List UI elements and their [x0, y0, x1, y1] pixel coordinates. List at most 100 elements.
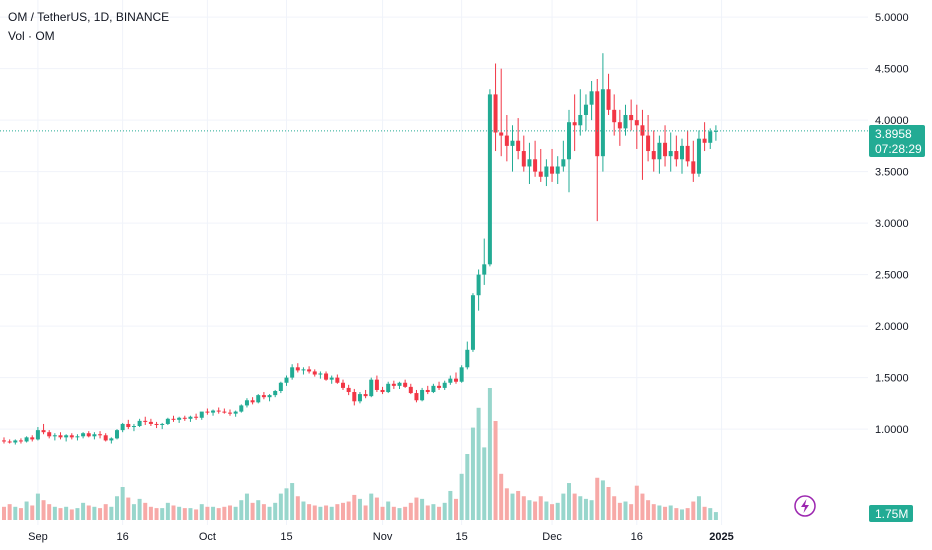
candle-body	[431, 385, 436, 393]
y-tick-label: 1.0000	[875, 424, 909, 436]
volume-bar	[307, 504, 312, 520]
volume-bar	[205, 506, 210, 520]
volume-bar	[425, 505, 430, 520]
volume-label[interactable]: Vol · OM	[8, 29, 55, 43]
candle-body	[510, 140, 515, 146]
volume-bar	[459, 473, 464, 520]
candle-body	[538, 171, 543, 177]
time-axis[interactable]: Sep 16 Oct 15 Nov 15 Dec 16 2025	[28, 531, 734, 543]
volume-bar	[312, 505, 317, 520]
volume-bar	[702, 506, 707, 520]
candle-body	[154, 423, 159, 425]
candle-body	[131, 426, 136, 428]
candle-body	[504, 135, 509, 146]
candle-body	[668, 151, 673, 157]
last-price-badge: 3.8958 07:28:29	[869, 125, 925, 157]
candle-body	[425, 389, 430, 393]
volume-bar	[18, 508, 23, 520]
candle-body	[216, 410, 221, 412]
volume-bar	[98, 508, 103, 520]
candle-body	[98, 434, 103, 436]
candle-body	[578, 114, 583, 126]
candle-body	[357, 394, 362, 402]
volume-bar	[414, 497, 419, 520]
volume-bar	[572, 493, 577, 520]
x-tick-label: Nov	[373, 531, 393, 543]
volume-bar	[250, 502, 255, 520]
candle-body	[329, 377, 334, 380]
candle-body	[702, 138, 707, 143]
volume-bar	[126, 497, 131, 520]
candle-body	[244, 400, 249, 406]
volume-bar	[233, 506, 238, 520]
volume-bar	[24, 501, 29, 520]
candle-body	[182, 417, 187, 419]
price-axis[interactable]: 1.0000 1.5000 2.0000 2.5000 3.0000 3.5000 4.00…	[875, 12, 909, 436]
volume-bar	[160, 508, 165, 520]
x-tick-label: 15	[456, 531, 468, 543]
candle-body	[115, 430, 119, 439]
volume-bar	[708, 508, 713, 520]
candle-body	[295, 367, 300, 371]
candle-body	[465, 349, 470, 368]
volume-bar	[448, 490, 453, 520]
grid	[0, 0, 868, 525]
x-tick-label: 15	[280, 531, 292, 543]
candle-body	[92, 434, 97, 437]
volume-bar	[403, 506, 408, 520]
candle-body	[691, 161, 696, 174]
volume-bar	[120, 487, 125, 520]
volume-bar	[35, 493, 40, 520]
volume-bar	[290, 483, 295, 520]
volume-bar	[374, 497, 379, 520]
candle-body	[606, 89, 611, 110]
candle-body	[550, 166, 555, 174]
candle-body	[18, 440, 23, 442]
volume-bar	[109, 506, 114, 520]
volume-bar	[420, 498, 425, 520]
volume-bar	[606, 487, 611, 520]
lightning-icon[interactable]	[794, 495, 816, 517]
candle-body	[52, 435, 57, 437]
candle-body	[278, 382, 283, 391]
volume-bar	[30, 505, 35, 520]
candle-body	[544, 166, 549, 177]
volume-bar	[295, 496, 300, 520]
candle-body	[589, 91, 594, 105]
volume-bar	[41, 500, 46, 520]
candle-body	[646, 135, 651, 152]
volume-bar	[363, 505, 368, 520]
candle-body	[708, 131, 713, 143]
candle-body	[171, 418, 176, 420]
volume-bar	[261, 504, 266, 520]
y-tick-label: 2.5000	[875, 270, 909, 282]
candle-body	[346, 387, 351, 393]
volume-bar	[646, 500, 651, 520]
candle-body	[442, 382, 447, 388]
volume-value: 1.75M	[875, 507, 908, 521]
volume-bar	[386, 501, 391, 520]
candle-body	[685, 145, 690, 162]
volume-bar	[177, 506, 182, 520]
candle-body	[137, 420, 142, 427]
symbol-title[interactable]: OM / TetherUS, 1D, BINANCE	[8, 10, 170, 24]
volume-bar	[617, 502, 622, 520]
volume-bar	[165, 502, 170, 520]
candle-body	[527, 159, 532, 167]
candle-body	[363, 394, 368, 397]
volume-bar	[567, 483, 571, 520]
volume-bar	[612, 496, 617, 520]
candle-body	[126, 423, 131, 428]
candle-body	[470, 295, 475, 350]
candle-body	[160, 423, 165, 425]
volume-bar	[493, 421, 498, 520]
volume-bar	[391, 506, 396, 520]
candle-body	[482, 264, 487, 275]
volume-bar	[533, 501, 538, 520]
volume-bar	[482, 447, 487, 520]
chart-legend: OM / TetherUS, 1D, BINANCE Vol · OM	[8, 8, 169, 46]
candle-body	[341, 382, 345, 388]
volume-bar	[595, 477, 600, 520]
volume-bar	[244, 493, 249, 520]
